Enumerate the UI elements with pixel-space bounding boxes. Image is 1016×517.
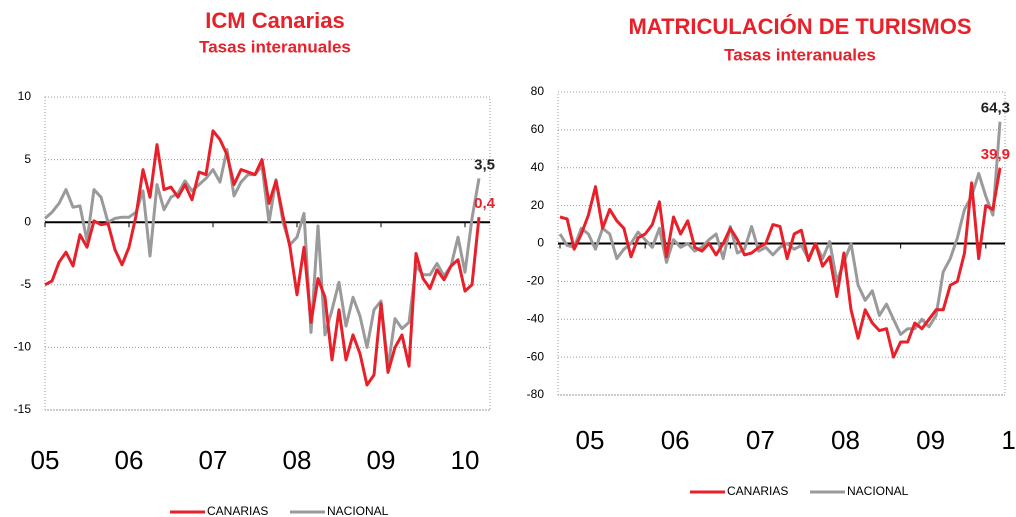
x-tick-label: 07 — [746, 425, 775, 455]
y-tick-label: 60 — [531, 122, 545, 136]
y-tick-label: -5 — [20, 277, 31, 291]
y-tick-label: -40 — [527, 311, 545, 325]
value-label: 3,5 — [474, 156, 495, 173]
y-tick-label: 40 — [531, 160, 545, 174]
y-tick-label: -20 — [527, 274, 545, 288]
series-line — [559, 167, 1002, 359]
x-tick-label: 06 — [115, 445, 144, 475]
x-tick-label: 05 — [31, 445, 60, 475]
chart-subtitle: Tasas interanuales — [199, 37, 351, 56]
x-tick-label: 07 — [199, 445, 228, 475]
x-tick-label: 09 — [916, 425, 945, 455]
x-tick-label: 09 — [367, 445, 396, 475]
y-tick-label: 0 — [537, 236, 544, 250]
x-tick-label: 06 — [661, 425, 690, 455]
y-tick-label: -15 — [14, 402, 32, 416]
legend-label: NACIONAL — [847, 484, 909, 498]
x-tick-label: 08 — [831, 425, 860, 455]
chart-title: ICM Canarias — [205, 8, 344, 33]
y-tick-label: 5 — [24, 152, 31, 166]
x-tick-label: 10 — [1001, 425, 1016, 455]
series-line — [44, 129, 481, 387]
x-tick-label: 08 — [283, 445, 312, 475]
series-line — [44, 148, 481, 369]
chart-title: MATRICULACIÓN DE TURISMOS — [628, 14, 971, 39]
y-tick-label: 0 — [24, 214, 31, 228]
value-label: 64,3 — [981, 100, 1010, 117]
value-label: 0,4 — [474, 195, 496, 212]
legend-label: NACIONAL — [327, 504, 389, 517]
legend-label: CANARIAS — [727, 484, 788, 498]
x-tick-label: 10 — [451, 445, 480, 475]
y-tick-label: -80 — [527, 387, 545, 401]
chart-subtitle: Tasas interanuales — [724, 45, 876, 64]
y-tick-label: 20 — [531, 198, 545, 212]
y-tick-label: -10 — [14, 340, 32, 354]
value-label: 39,9 — [981, 146, 1010, 163]
y-tick-label: -60 — [527, 349, 545, 363]
y-tick-label: 10 — [18, 89, 32, 103]
legend-label: CANARIAS — [207, 504, 268, 517]
x-tick-label: 05 — [576, 425, 605, 455]
plot-frame — [44, 96, 491, 411]
y-tick-label: 80 — [531, 84, 545, 98]
